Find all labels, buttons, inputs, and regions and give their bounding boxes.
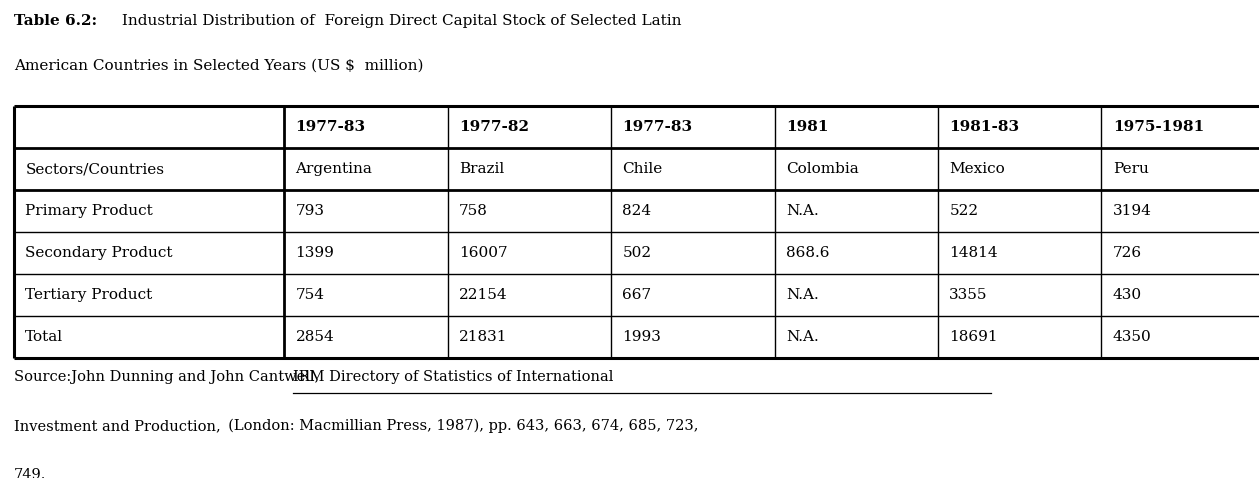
Text: Chile: Chile [622, 162, 663, 176]
Text: 1977-82: 1977-82 [459, 120, 529, 134]
Text: 754: 754 [296, 288, 325, 302]
Text: 824: 824 [622, 204, 651, 218]
Text: Colombia: Colombia [786, 162, 858, 176]
Text: American Countries in Selected Years (US $  million): American Countries in Selected Years (US… [14, 59, 423, 73]
Text: Investment and Production,: Investment and Production, [14, 419, 220, 433]
Text: 22154: 22154 [459, 288, 508, 302]
Text: Primary Product: Primary Product [25, 204, 152, 218]
Text: N.A.: N.A. [786, 204, 819, 218]
Text: 1399: 1399 [296, 246, 334, 260]
Text: (London: Macmillian Press, 1987), pp. 643, 663, 674, 685, 723,: (London: Macmillian Press, 1987), pp. 64… [219, 419, 698, 433]
Text: Secondary Product: Secondary Product [25, 246, 173, 260]
Text: 1977-83: 1977-83 [296, 120, 365, 134]
Text: IRM Directory of Statistics of International: IRM Directory of Statistics of Internati… [294, 369, 614, 384]
Text: 758: 758 [459, 204, 488, 218]
Text: 3355: 3355 [949, 288, 988, 302]
Text: 1981-83: 1981-83 [949, 120, 1019, 134]
Text: 667: 667 [622, 288, 651, 302]
Text: Table 6.2:: Table 6.2: [14, 14, 97, 28]
Text: 793: 793 [296, 204, 325, 218]
Text: 16007: 16007 [459, 246, 508, 260]
Text: 868.6: 868.6 [786, 246, 829, 260]
Text: 502: 502 [622, 246, 651, 260]
Text: Peru: Peru [1113, 162, 1149, 176]
Text: Source:John Dunning and John Cantwell,: Source:John Dunning and John Cantwell, [14, 369, 324, 384]
Text: Brazil: Brazil [459, 162, 504, 176]
Text: 430: 430 [1113, 288, 1142, 302]
Text: 1981: 1981 [786, 120, 828, 134]
Text: 2854: 2854 [296, 330, 334, 344]
Text: N.A.: N.A. [786, 288, 819, 302]
Text: 14814: 14814 [949, 246, 998, 260]
Text: 4350: 4350 [1113, 330, 1152, 344]
Text: Argentina: Argentina [296, 162, 373, 176]
Text: 522: 522 [949, 204, 979, 218]
Text: Sectors/Countries: Sectors/Countries [25, 162, 164, 176]
Text: 749.: 749. [14, 468, 47, 478]
Text: 1993: 1993 [622, 330, 662, 344]
Text: 1977-83: 1977-83 [622, 120, 693, 134]
Text: 726: 726 [1113, 246, 1142, 260]
Text: 3194: 3194 [1113, 204, 1152, 218]
Text: 21831: 21831 [459, 330, 508, 344]
Text: Mexico: Mexico [949, 162, 1005, 176]
Text: Total: Total [25, 330, 63, 344]
Text: 18691: 18691 [949, 330, 998, 344]
Text: Tertiary Product: Tertiary Product [25, 288, 152, 302]
Text: 1975-1981: 1975-1981 [1113, 120, 1205, 134]
Text: Industrial Distribution of  Foreign Direct Capital Stock of Selected Latin: Industrial Distribution of Foreign Direc… [117, 14, 682, 28]
Text: N.A.: N.A. [786, 330, 819, 344]
